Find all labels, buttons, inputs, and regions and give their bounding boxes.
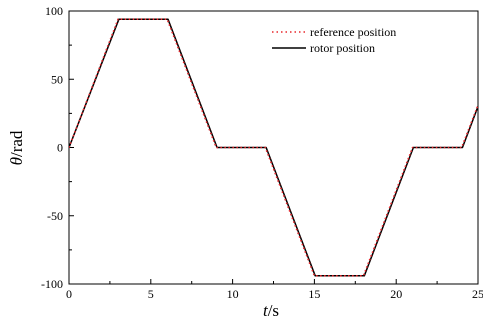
series-line-reference-position <box>69 18 478 277</box>
x-tick-label: 15 <box>308 287 320 301</box>
x-axis-variable: t <box>263 301 269 320</box>
legend: reference position rotor position <box>272 25 396 55</box>
y-axis-ticks: 100 50 0 -50 -100 <box>41 4 74 291</box>
legend-label-reference: reference position <box>310 25 396 39</box>
series-line-rotor-position <box>69 18 478 277</box>
y-axis-variable: θ <box>7 157 26 165</box>
y-tick-label: -100 <box>41 277 63 291</box>
y-tick-label: 100 <box>45 4 63 18</box>
series-layer <box>69 18 478 277</box>
legend-label-rotor: rotor position <box>310 41 375 55</box>
x-axis-title: t/s <box>263 301 279 320</box>
y-tick-label: 0 <box>57 141 63 155</box>
x-axis-ticks: 0 5 10 15 20 25 <box>66 279 483 301</box>
x-tick-label: 5 <box>148 287 154 301</box>
x-tick-label: 25 <box>472 287 483 301</box>
y-axis-title: θ/rad <box>7 130 26 165</box>
x-axis-unit: /s <box>268 301 279 320</box>
x-tick-label: 20 <box>390 287 402 301</box>
x-tick-label: 0 <box>66 287 72 301</box>
y-tick-label: -50 <box>47 209 63 223</box>
y-tick-label: 50 <box>51 72 63 86</box>
y-axis-unit: /rad <box>7 130 26 157</box>
x-tick-label: 10 <box>227 287 239 301</box>
